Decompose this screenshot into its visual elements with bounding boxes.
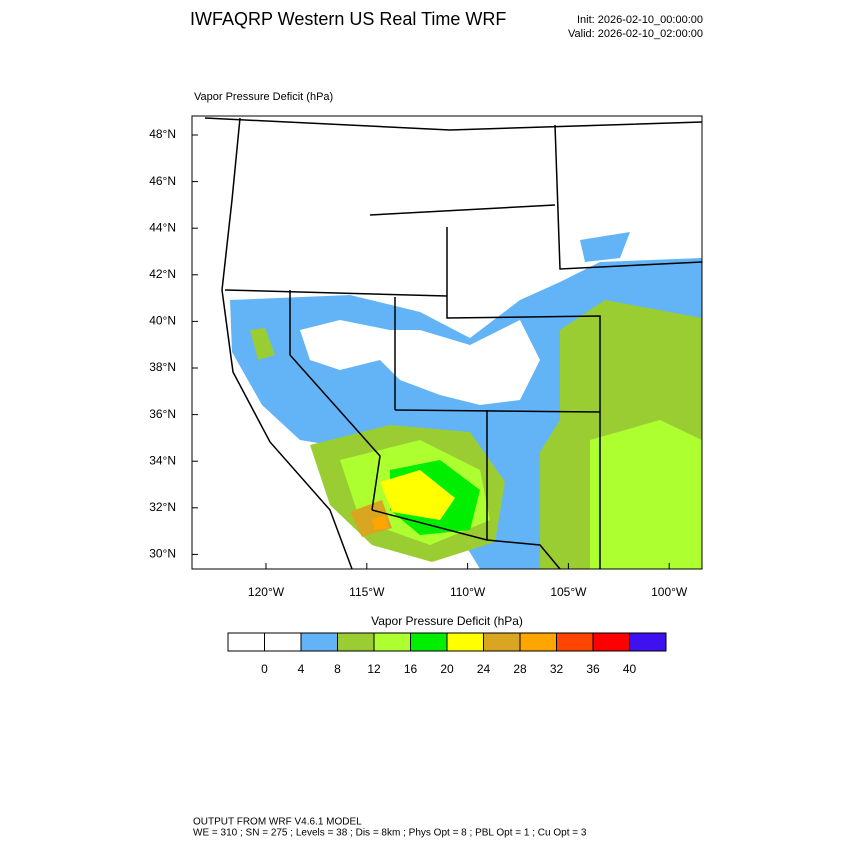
colorbar-box [629,632,667,652]
colorbar-label: 4 [298,662,305,676]
colorbar-label: 16 [404,662,418,676]
lat-label: 32°N [149,500,176,514]
lat-label: 40°N [149,314,176,328]
lat-label: 38°N [149,360,176,374]
colorbar-label: 20 [440,662,454,676]
lat-label: 36°N [149,407,176,421]
footer-line: OUTPUT FROM WRF V4.6.1 MODEL [193,817,362,828]
lon-label: 120°W [248,585,285,599]
lon-label: 100°W [651,585,688,599]
colorbar-box [483,632,521,652]
borders [204,117,703,570]
colorbar-title: Vapor Pressure Deficit (hPa) [371,614,523,628]
colorbar-box [592,632,630,652]
colorbar-box [373,632,411,652]
lon-label: 115°W [349,585,385,599]
colorbar-label: 28 [513,662,527,676]
colorbar-label: 40 [623,662,637,676]
lat-label: 46°N [149,174,176,188]
colorbar-label: 24 [477,662,491,676]
colorbar-box [300,632,338,652]
colorbar-label: 0 [261,662,268,676]
lat-label: 34°N [149,453,176,467]
colorbar-box [264,632,302,652]
lat-label: 30°N [149,547,176,561]
colorbar-label: 12 [367,662,381,676]
title: IWFAQRP Western US Real Time WRF [190,9,506,29]
colorbar-box [337,632,375,652]
init-time: Init: 2026-02-10_00:00:00 [577,14,703,26]
colorbar-box [519,632,557,652]
lat-label: 48°N [149,127,176,141]
colorbar-box [446,632,484,652]
colorbar-label: 32 [550,662,564,676]
colorbar-box [227,632,265,652]
valid-time: Valid: 2026-02-10_02:00:00 [568,28,703,40]
map-frame [191,115,703,570]
colorbar-label: 8 [334,662,341,676]
lon-label: 105°W [550,585,587,599]
colorbar-box [556,632,594,652]
colorbar-box [410,632,448,652]
map-field [192,116,702,569]
lat-label: 42°N [149,267,176,281]
map-label: Vapor Pressure Deficit (hPa) [194,91,333,103]
lon-label: 110°W [450,585,486,599]
lat-label: 44°N [149,220,176,234]
footer-line: WE = 310 ; SN = 275 ; Levels = 38 ; Dis … [193,828,587,839]
colorbar-label: 36 [586,662,600,676]
